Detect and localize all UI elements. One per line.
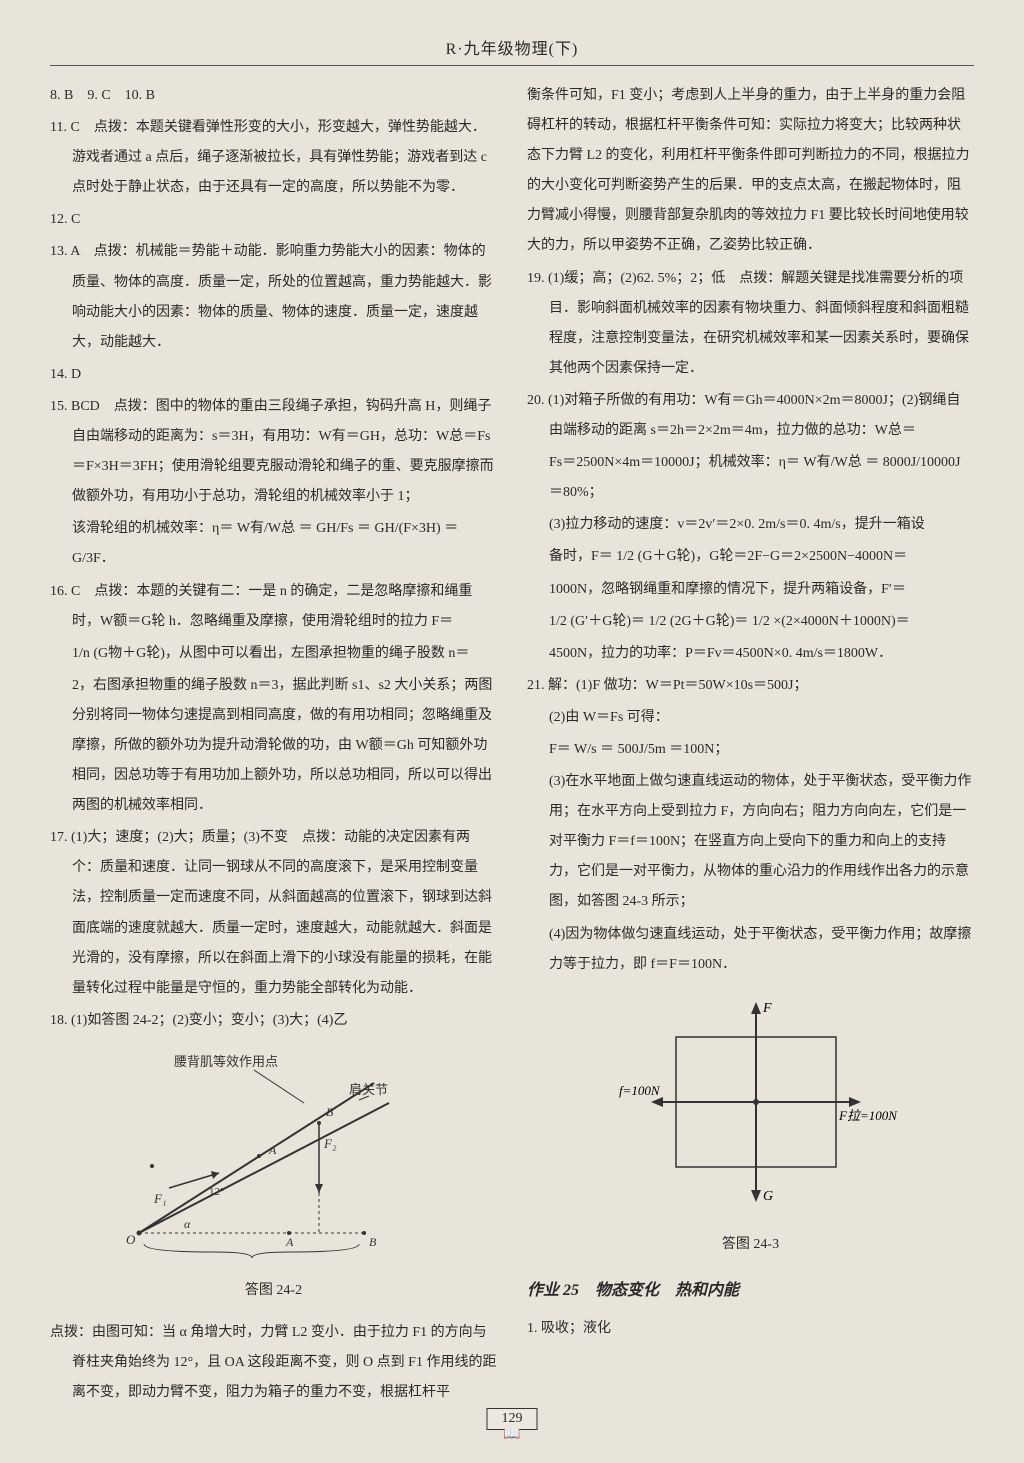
svg-text:腰背肌等效作用点: 腰背肌等效作用点 xyxy=(174,1054,278,1069)
answer-text: 14. D xyxy=(50,360,497,390)
svg-text:F拉=100N: F拉=100N xyxy=(838,1108,898,1123)
page-header: R·九年级物理(下) xyxy=(50,35,974,66)
answer-text: 2，右图承担物重的绳子股数 n＝3，据此判断 s1、s2 大小关系；两图分别将同… xyxy=(50,671,497,821)
svg-text:G: G xyxy=(763,1189,773,1204)
left-column: 8. B 9. C 10. B 11. C 点拨：本题关键看弹性形变的大小，形变… xyxy=(50,81,497,1410)
svg-text:f=100N: f=100N xyxy=(619,1083,661,1098)
answer-text: 备时，F＝ 1/2 (G＋G轮)，G轮＝2F−G＝2×2500N−4000N＝ xyxy=(527,542,974,572)
answer-text: 1. 吸收；液化 xyxy=(527,1314,974,1344)
svg-text:F₁: F₁ xyxy=(153,1191,166,1206)
figure-24-3: F G f=100N F拉=100N 答图 24-3 xyxy=(527,992,974,1260)
answer-text: 8. B 9. C 10. B xyxy=(50,81,497,111)
answer-text: 20. (1)对箱子所做的有用功：W有＝Gh＝4000N×2m＝8000J；(2… xyxy=(527,386,974,446)
answer-text: 1/n (G物＋G轮)，从图中可以看出，左图承担物重的绳子股数 n＝ xyxy=(50,639,497,669)
svg-text:F: F xyxy=(762,1001,772,1016)
answer-text: 1000N，忽略钢绳重和摩擦的情况下，提升两箱设备，F′＝ xyxy=(527,575,974,605)
answer-text: 1/2 (G′＋G轮)＝ 1/2 (2G＋G轮)＝ 1/2 ×(2×4000N＋… xyxy=(527,607,974,637)
answer-text: 13. A 点拨：机械能＝势能＋动能．影响重力势能大小的因素：物体的质量、物体的… xyxy=(50,237,497,357)
answer-text: (3)在水平地面上做匀速直线运动的物体，处于平衡状态，受平衡力作用；在水平方向上… xyxy=(527,767,974,917)
answer-text: 21. 解：(1)F 做功：W＝Pt＝50W×10s＝500J； xyxy=(527,671,974,701)
answer-text: 点拨：由图可知：当 α 角增大时，力臂 L2 变小．由于拉力 F1 的方向与脊柱… xyxy=(50,1318,497,1408)
answer-text: F＝ W/s ＝ 500J/5m ＝100N； xyxy=(527,735,974,765)
section-title: 作业 25 物态变化 热和内能 xyxy=(527,1274,974,1308)
figure-svg: F G f=100N F拉=100N xyxy=(601,992,901,1212)
svg-text:F₂: F₂ xyxy=(323,1136,337,1151)
figure-caption: 答图 24-2 xyxy=(50,1276,497,1306)
answer-text: 4500N，拉力的功率：P＝Fv＝4500N×0. 4m/s＝1800W． xyxy=(527,639,974,669)
answer-text: 12. C xyxy=(50,205,497,235)
page-number: 129 📖 xyxy=(487,1408,538,1443)
svg-text:12°: 12° xyxy=(209,1186,224,1198)
answer-text: 15. BCD 点拨：图中的物体的重由三段绳子承担，钩码升高 H，则绳子自由端移… xyxy=(50,392,497,512)
answer-text: 16. C 点拨：本题的关键有二：一是 n 的确定，二是忽略摩擦和绳重时，W额＝… xyxy=(50,577,497,637)
figure-24-2: 腰背肌等效作用点 肩关节 F₁ F₂ 12° α O A A B B L₂ 答图… xyxy=(50,1048,497,1306)
right-column: 衡条件可知，F1 变小；考虑到人上半身的重力，由于上半身的重力会阻碍杠杆的转动，… xyxy=(527,81,974,1410)
figure-svg: 腰背肌等效作用点 肩关节 F₁ F₂ 12° α O A A B B L₂ xyxy=(114,1048,434,1258)
answer-text: 11. C 点拨：本题关键看弹性形变的大小，形变越大，弹性势能越大．游戏者通过 … xyxy=(50,113,497,203)
svg-text:B: B xyxy=(369,1235,377,1249)
answer-text: 衡条件可知，F1 变小；考虑到人上半身的重力，由于上半身的重力会阻碍杠杆的转动，… xyxy=(527,81,974,262)
answer-text: 18. (1)如答图 24-2；(2)变小；变小；(3)大；(4)乙 xyxy=(50,1006,497,1036)
svg-text:A: A xyxy=(268,1143,277,1157)
formula-text: 该滑轮组的机械效率：η＝ W有/W总 ＝ GH/Fs ＝ GH/(F×3H) ＝… xyxy=(50,514,497,574)
answer-text: Fs＝2500N×4m＝10000J；机械效率：η＝ W有/W总 ＝ 8000J… xyxy=(527,448,974,508)
answer-text: (4)因为物体做匀速直线运动，处于平衡状态，受平衡力作用；故摩擦力等于拉力，即 … xyxy=(527,920,974,980)
svg-text:O: O xyxy=(126,1232,136,1247)
figure-caption: 答图 24-3 xyxy=(527,1230,974,1260)
answer-text: 17. (1)大；速度；(2)大；质量；(3)不变 点拨：动能的决定因素有两个：… xyxy=(50,823,497,1004)
content-columns: 8. B 9. C 10. B 11. C 点拨：本题关键看弹性形变的大小，形变… xyxy=(50,81,974,1410)
svg-text:α: α xyxy=(184,1217,191,1231)
svg-text:A: A xyxy=(285,1235,294,1249)
answer-text: (3)拉力移动的速度：v＝2v′＝2×0. 2m/s＝0. 4m/s，提升一箱设 xyxy=(527,510,974,540)
answer-text: 19. (1)缓；高；(2)62. 5%；2；低 点拨：解题关键是找准需要分析的… xyxy=(527,264,974,384)
answer-text: (2)由 W＝Fs 可得： xyxy=(527,703,974,733)
svg-text:肩关节: 肩关节 xyxy=(349,1082,388,1097)
svg-text:B: B xyxy=(326,1105,334,1119)
